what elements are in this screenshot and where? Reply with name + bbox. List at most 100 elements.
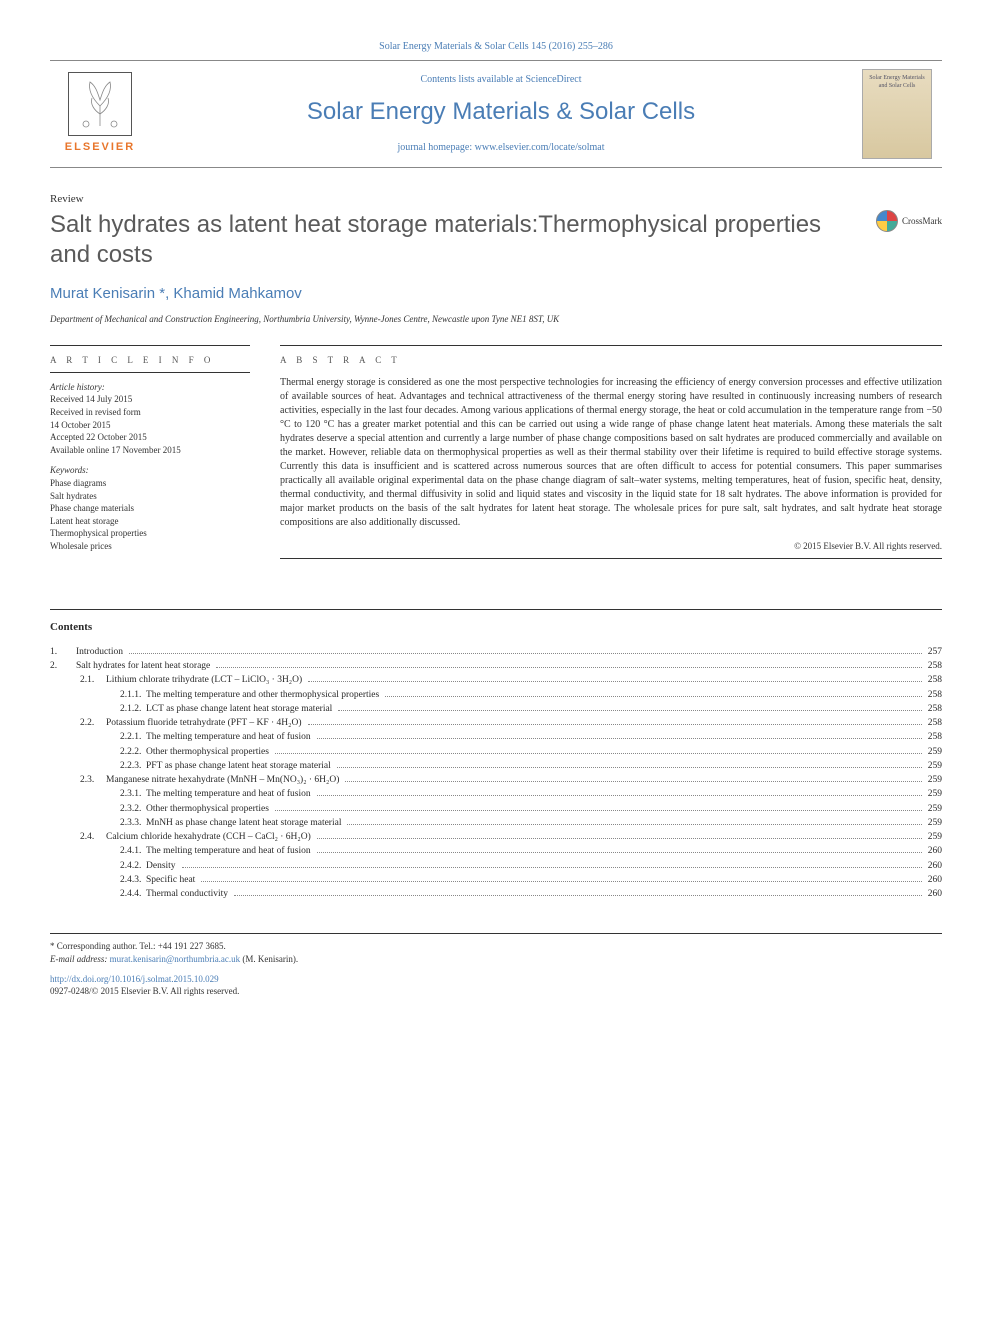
sciencedirect-link[interactable]: ScienceDirect (525, 74, 581, 85)
toc-label: Specific heat (146, 873, 197, 887)
keyword: Phase change materials (50, 502, 250, 515)
article-title: Salt hydrates as latent heat storage mat… (50, 210, 856, 270)
masthead-center: Contents lists available at ScienceDirec… (156, 73, 846, 154)
toc-entry[interactable]: 2.3.1.The melting temperature and heat o… (50, 787, 942, 801)
toc-page: 257 (926, 645, 942, 659)
toc-entry[interactable]: 1.Introduction257 (50, 645, 942, 659)
toc-entry[interactable]: 2.2.Potassium fluoride tetrahydrate (PFT… (50, 716, 942, 730)
toc-entry[interactable]: 2.2.3.PFT as phase change latent heat st… (50, 759, 942, 773)
abstract-copyright: © 2015 Elsevier B.V. All rights reserved… (280, 540, 942, 552)
toc-leader (275, 803, 922, 811)
toc-number: 2.2.2. (120, 745, 146, 759)
elsevier-logo[interactable]: ELSEVIER (60, 72, 140, 155)
keyword: Salt hydrates (50, 490, 250, 503)
toc-number: 2.1. (80, 673, 106, 687)
toc-number: 2.2. (80, 716, 106, 730)
toc-number: 2.4.1. (120, 844, 146, 858)
keyword: Wholesale prices (50, 540, 250, 553)
affiliation: Department of Mechanical and Constructio… (50, 313, 942, 325)
toc-entry[interactable]: 2.3.2.Other thermophysical properties259 (50, 802, 942, 816)
author-link-2[interactable]: Khamid Mahkamov (173, 285, 301, 302)
email-link[interactable]: murat.kenisarin@northumbria.ac.uk (110, 954, 241, 964)
toc-leader (317, 731, 922, 739)
journal-homepage: journal homepage: www.elsevier.com/locat… (156, 141, 846, 155)
toc-label: Other thermophysical properties (146, 745, 271, 759)
keyword: Thermophysical properties (50, 527, 250, 540)
top-citation: Solar Energy Materials & Solar Cells 145… (50, 40, 942, 54)
contents-prefix: Contents lists available at (420, 74, 525, 85)
toc-page: 258 (926, 659, 942, 673)
toc-number: 2.1.1. (120, 688, 146, 702)
toc-entry[interactable]: 2.4.4.Thermal conductivity260 (50, 887, 942, 901)
toc-leader (338, 703, 921, 711)
keywords-heading: Keywords: (50, 464, 250, 477)
table-of-contents: Contents 1.Introduction2572.Salt hydrate… (50, 609, 942, 901)
toc-leader (317, 845, 922, 853)
email-line: E-mail address: murat.kenisarin@northumb… (50, 953, 942, 965)
journal-title: Solar Energy Materials & Solar Cells (156, 96, 846, 128)
doi-line: http://dx.doi.org/10.1016/j.solmat.2015.… (50, 973, 942, 985)
cover-text: Solar Energy Materials and Solar Cells (867, 74, 927, 90)
crossmark-badge[interactable]: CrossMark (876, 210, 942, 232)
toc-label: LCT as phase change latent heat storage … (146, 702, 334, 716)
article-info-column: A R T I C L E I N F O Article history: R… (50, 345, 250, 573)
toc-entry[interactable]: 2.1.1.The melting temperature and other … (50, 688, 942, 702)
toc-page: 260 (926, 873, 942, 887)
doi-link[interactable]: http://dx.doi.org/10.1016/j.solmat.2015.… (50, 974, 219, 984)
toc-label: The melting temperature and other thermo… (146, 688, 381, 702)
toc-number: 2.2.1. (120, 730, 146, 744)
toc-leader (308, 674, 922, 682)
toc-number: 2.4.4. (120, 887, 146, 901)
toc-label: Calcium chloride hexahydrate (CCH – CaCl… (106, 830, 313, 844)
toc-number: 1. (50, 645, 76, 659)
footnotes: * Corresponding author. Tel.: +44 191 22… (50, 933, 942, 997)
elsevier-wordmark: ELSEVIER (65, 140, 135, 155)
toc-number: 2.4. (80, 830, 106, 844)
toc-leader (234, 888, 922, 896)
toc-page: 260 (926, 844, 942, 858)
history-line: 14 October 2015 (50, 419, 250, 432)
toc-number: 2.3.2. (120, 802, 146, 816)
top-citation-link[interactable]: Solar Energy Materials & Solar Cells 145… (379, 41, 613, 52)
toc-number: 2.4.2. (120, 859, 146, 873)
toc-number: 2.3.1. (120, 787, 146, 801)
toc-entry[interactable]: 2.4.Calcium chloride hexahydrate (CCH – … (50, 830, 942, 844)
toc-leader (347, 817, 921, 825)
toc-page: 260 (926, 887, 942, 901)
toc-leader (317, 788, 922, 796)
toc-leader (129, 646, 922, 654)
toc-label: Other thermophysical properties (146, 802, 271, 816)
toc-page: 259 (926, 759, 942, 773)
toc-page: 258 (926, 688, 942, 702)
homepage-link[interactable]: www.elsevier.com/locate/solmat (475, 142, 605, 153)
toc-entry[interactable]: 2.1.2.LCT as phase change latent heat st… (50, 702, 942, 716)
toc-number: 2.1.2. (120, 702, 146, 716)
toc-entry[interactable]: 2.3.3.MnNH as phase change latent heat s… (50, 816, 942, 830)
toc-number: 2.4.3. (120, 873, 146, 887)
toc-leader (216, 660, 921, 668)
author-link-1[interactable]: Murat Kenisarin (50, 285, 155, 302)
toc-entry[interactable]: 2.2.2.Other thermophysical properties259 (50, 745, 942, 759)
corresponding-author-note: * Corresponding author. Tel.: +44 191 22… (50, 940, 942, 952)
toc-entry[interactable]: 2.Salt hydrates for latent heat storage2… (50, 659, 942, 673)
keyword: Latent heat storage (50, 515, 250, 528)
toc-number: 2.3. (80, 773, 106, 787)
toc-page: 259 (926, 787, 942, 801)
toc-leader (345, 774, 921, 782)
toc-label: Density (146, 859, 178, 873)
toc-entry[interactable]: 2.2.1.The melting temperature and heat o… (50, 730, 942, 744)
toc-entry[interactable]: 2.4.2.Density260 (50, 859, 942, 873)
crossmark-icon (876, 210, 898, 232)
toc-label: Lithium chlorate trihydrate (LCT – LiClO… (106, 673, 304, 687)
journal-cover-thumbnail[interactable]: Solar Energy Materials and Solar Cells (862, 69, 932, 159)
toc-page: 258 (926, 673, 942, 687)
toc-leader (385, 689, 922, 697)
article-type: Review (50, 192, 942, 207)
toc-entry[interactable]: 2.4.3.Specific heat 260 (50, 873, 942, 887)
toc-entry[interactable]: 2.4.1.The melting temperature and heat o… (50, 844, 942, 858)
toc-leader (308, 717, 922, 725)
toc-entry[interactable]: 2.1.Lithium chlorate trihydrate (LCT – L… (50, 673, 942, 687)
history-line: Received in revised form (50, 406, 250, 419)
info-abstract-row: A R T I C L E I N F O Article history: R… (50, 345, 942, 573)
toc-entry[interactable]: 2.3.Manganese nitrate hexahydrate (MnNH … (50, 773, 942, 787)
